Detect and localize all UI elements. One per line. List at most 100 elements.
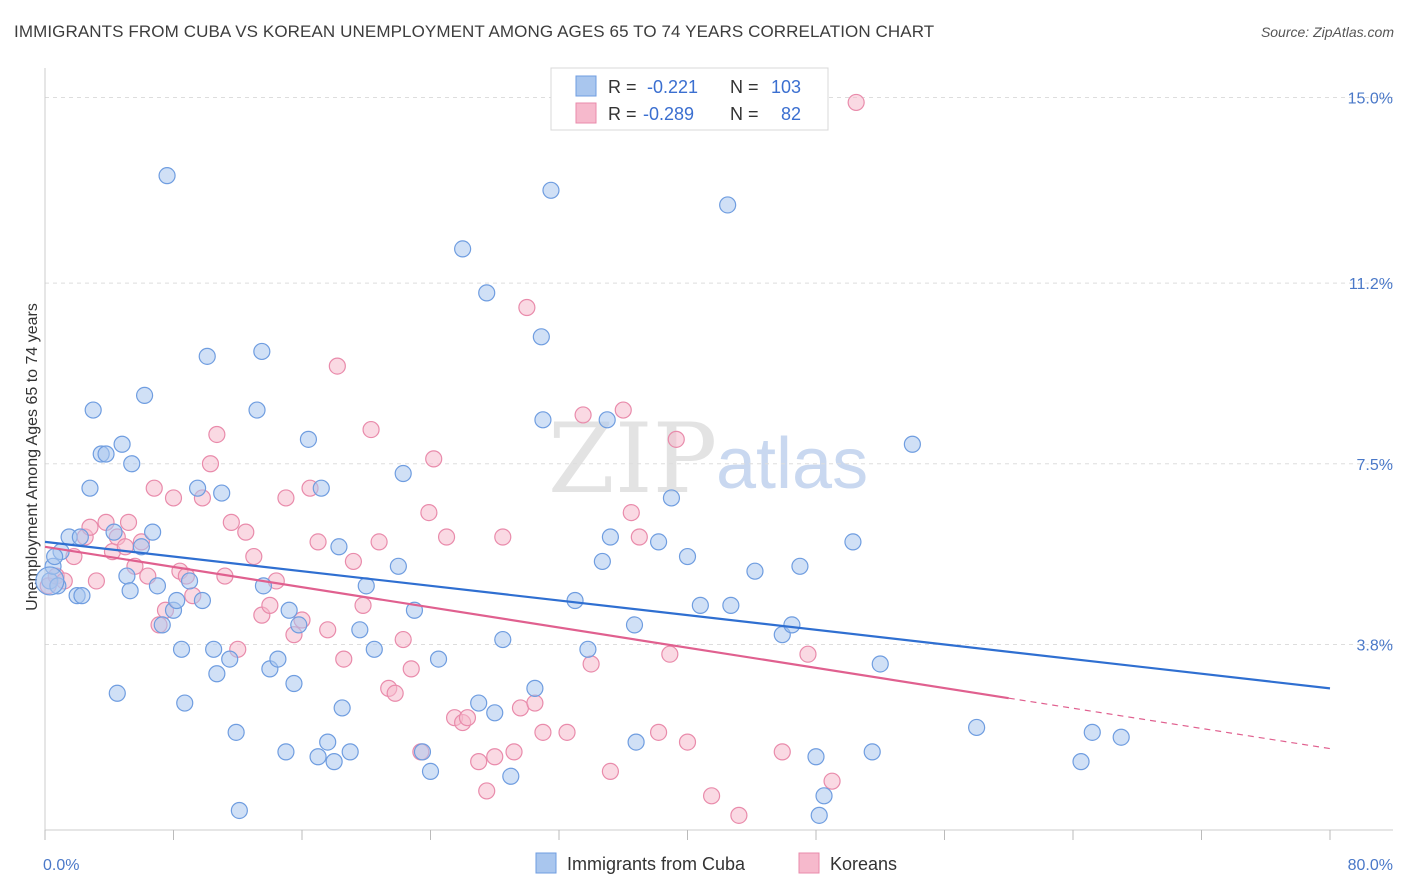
legend-r-value: -0.289 (643, 104, 694, 124)
data-point-koreans (370, 533, 388, 551)
y-axis-title: Unemployment Among Ages 65 to 74 years (24, 303, 41, 611)
data-point-cuba (73, 587, 91, 605)
x-tick-label: 80.0% (1348, 857, 1393, 874)
data-point-koreans (386, 684, 404, 702)
data-point-cuba (1072, 753, 1090, 771)
data-point-koreans (558, 723, 576, 741)
source-label: Source: ZipAtlas.com (1260, 24, 1394, 40)
data-point-cuba (285, 674, 303, 693)
legend-n-value: 103 (771, 77, 801, 97)
data-point-koreans (526, 694, 544, 712)
data-point-koreans (661, 645, 679, 663)
data-point-cuba (35, 566, 65, 596)
y-tick-labels: 3.8% 7.5% 11.2% 15.0% (1348, 91, 1393, 655)
legend-swatch-koreans (575, 102, 597, 124)
data-point-cuba (625, 616, 644, 634)
data-point-cuba (746, 562, 764, 580)
data-point-koreans (649, 723, 668, 741)
trend-line-koreans (44, 545, 1009, 700)
data-point-koreans (344, 552, 362, 571)
data-point-cuba (299, 430, 318, 448)
data-point-cuba (678, 547, 697, 566)
data-point-cuba (180, 572, 199, 590)
data-point-cuba (176, 694, 194, 712)
data-point-koreans (319, 621, 337, 639)
data-point-cuba (193, 591, 212, 610)
data-point-koreans (534, 723, 552, 741)
data-point-koreans (119, 513, 138, 531)
data-point-cuba (815, 787, 833, 805)
data-point-cuba (105, 523, 123, 541)
data-point-cuba (429, 650, 448, 668)
data-point-koreans (208, 425, 226, 444)
data-point-koreans (402, 660, 420, 678)
data-point-cuba (394, 464, 412, 483)
data-point-cuba (413, 743, 432, 761)
data-point-cuba (198, 347, 216, 365)
y-tick-label: 3.8% (1357, 637, 1393, 654)
data-point-koreans (201, 455, 220, 473)
data-point-cuba (783, 616, 801, 634)
data-point-koreans (328, 357, 346, 375)
trend-lines (44, 540, 1331, 750)
data-point-cuba (454, 240, 472, 258)
data-point-cuba (118, 567, 136, 585)
data-point-cuba (486, 704, 504, 722)
data-point-koreans (823, 772, 841, 790)
data-point-cuba (84, 401, 102, 419)
watermark: ZIP atlas (548, 403, 868, 515)
data-point-koreans (518, 298, 536, 317)
data-point-cuba (719, 196, 737, 214)
data-point-cuba (168, 591, 186, 610)
data-point-cuba (598, 411, 616, 429)
data-point-koreans (486, 748, 504, 766)
data-point-cuba (791, 557, 809, 575)
data-point-cuba (542, 181, 560, 199)
data-point-koreans (420, 503, 438, 522)
data-point-cuba (121, 582, 139, 600)
data-point-koreans (622, 503, 640, 522)
data-point-koreans (678, 733, 697, 751)
data-point-cuba (502, 767, 520, 785)
data-point-cuba (230, 801, 248, 820)
y-tick-label: 15.0% (1348, 91, 1393, 108)
data-point-cuba (341, 743, 359, 761)
data-point-cuba (269, 650, 287, 668)
data-point-cuba (290, 616, 308, 634)
data-point-koreans (354, 596, 372, 614)
data-point-cuba (205, 640, 223, 658)
data-point-cuba (365, 640, 383, 658)
data-point-cuba (494, 630, 512, 649)
data-point-koreans (362, 420, 380, 439)
data-point-cuba (221, 650, 239, 668)
bottom-legend-swatch-koreans (798, 852, 820, 874)
legend-swatch-cuba (575, 75, 597, 97)
data-point-cuba (333, 699, 351, 717)
data-point-cuba (248, 401, 266, 419)
series-cuba-points (35, 167, 1130, 824)
legend-n-label: N = (730, 77, 759, 97)
data-point-cuba (844, 533, 862, 551)
bottom-legend-swatch-cuba (535, 852, 557, 874)
data-point-cuba (309, 748, 327, 766)
data-point-koreans (511, 699, 530, 717)
data-point-cuba (132, 538, 150, 556)
data-point-koreans (574, 406, 592, 424)
data-point-koreans (277, 489, 295, 507)
trend-line-cuba (44, 540, 1331, 690)
data-point-cuba (325, 753, 343, 771)
data-point-cuba (148, 577, 167, 595)
data-point-cuba (113, 435, 131, 453)
data-point-koreans (702, 787, 721, 805)
data-point-koreans (425, 450, 443, 468)
data-point-cuba (351, 621, 369, 639)
data-point-koreans (730, 806, 748, 824)
legend-r-value: -0.221 (647, 77, 698, 97)
data-point-cuba (1083, 723, 1101, 741)
legend-r-label: R = (608, 77, 637, 97)
trend-line-koreans-extension (1008, 697, 1331, 750)
data-point-koreans (309, 533, 327, 551)
data-point-cuba (691, 596, 709, 614)
axes (44, 68, 1393, 840)
